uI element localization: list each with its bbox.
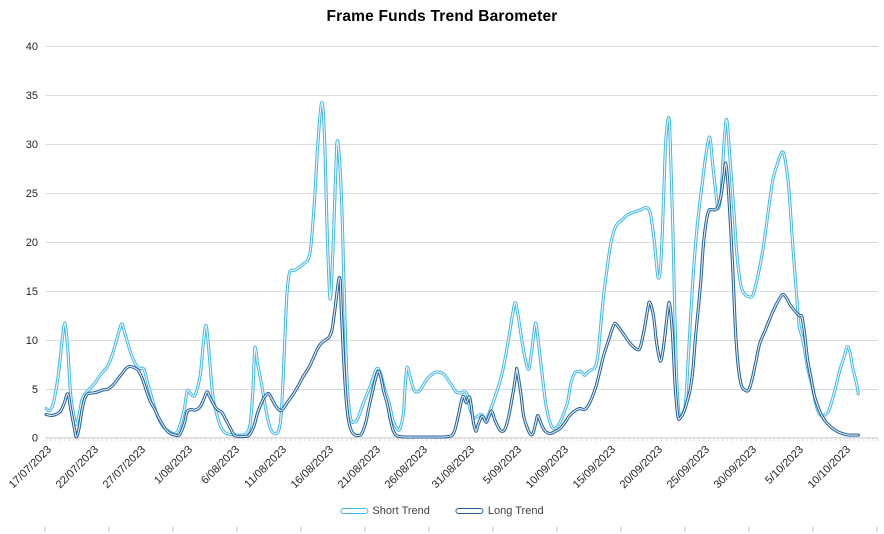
short-trend-line-core <box>45 102 859 436</box>
x-axis-tick-label: 17/07/2023 <box>7 444 54 491</box>
y-axis-tick-label: 40 <box>26 41 38 53</box>
x-axis-tick-label: 30/09/2023 <box>712 444 759 491</box>
x-axis-tick-label: 5/09/2023 <box>481 444 524 487</box>
x-axis-tick-label: 26/08/2023 <box>383 444 430 491</box>
y-axis-tick-label: 20 <box>26 237 38 249</box>
legend-label-short-trend: Short Trend <box>372 505 430 517</box>
chart-legend: Short Trend Long Trend <box>340 505 544 517</box>
x-axis-tick-label: 10/09/2023 <box>524 444 571 491</box>
long-trend-legend-marker <box>455 508 484 514</box>
x-axis-tick-label: 27/07/2023 <box>101 444 148 491</box>
x-axis-tick-label: 1/08/2023 <box>152 444 195 487</box>
x-axis-tick-label: 10/10/2023 <box>806 444 853 491</box>
legend-item-short-trend[interactable]: Short Trend <box>340 505 430 517</box>
legend-label-long-trend: Long Trend <box>487 505 544 517</box>
x-axis-tick-label: 25/09/2023 <box>665 444 712 491</box>
y-axis-tick-label: 10 <box>26 335 38 347</box>
x-axis-tick-label: 11/08/2023 <box>242 444 289 491</box>
x-axis-tick-label: 22/07/2023 <box>54 444 101 491</box>
legend-item-long-trend[interactable]: Long Trend <box>455 505 544 517</box>
y-axis-tick-label: 25 <box>26 188 38 200</box>
x-axis-tick-label: 15/09/2023 <box>571 444 618 491</box>
x-axis-tick-label: 5/10/2023 <box>763 444 806 487</box>
long-trend-line <box>44 161 860 439</box>
x-axis-tick-label: 21/08/2023 <box>336 444 383 491</box>
short-trend-legend-marker <box>340 508 369 514</box>
y-axis-tick-label: 15 <box>26 286 38 298</box>
x-axis-tick-label: 6/08/2023 <box>199 444 242 487</box>
long-trend-line-core <box>45 162 859 438</box>
x-axis-tick-label: 20/09/2023 <box>618 444 665 491</box>
x-axis-tick-label: 31/08/2023 <box>430 444 477 491</box>
y-axis-tick-label: 0 <box>32 432 38 444</box>
y-axis-tick-label: 35 <box>26 90 38 102</box>
x-axis-tick-label: 16/08/2023 <box>289 444 336 491</box>
y-axis-tick-label: 30 <box>26 139 38 151</box>
chart-title: Frame Funds Trend Barometer <box>326 8 558 25</box>
y-axis-tick-label: 5 <box>32 384 38 396</box>
